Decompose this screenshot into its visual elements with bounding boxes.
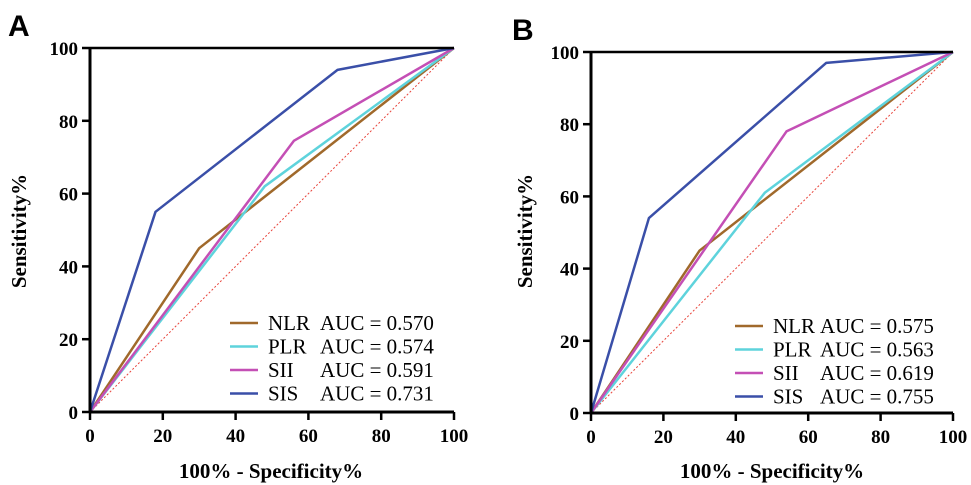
- series-line-sis: [589, 50, 954, 414]
- legend-name-sis: SIS: [773, 385, 803, 409]
- x-tick-label: 0: [85, 426, 95, 447]
- legend-auc-sis: AUC = 0.731: [320, 382, 434, 406]
- panel-a: A Sensitivity% 100% - Specificity% 0 20 40…: [7, 10, 468, 483]
- legend-auc-sii: AUC = 0.591: [320, 358, 434, 382]
- x-tick-label: 0: [586, 427, 596, 448]
- series-line-sii: [89, 46, 455, 413]
- legend-name-plr: PLR: [773, 338, 812, 362]
- panel-label-a: A: [8, 10, 30, 43]
- x-tick-label: 80: [372, 426, 391, 447]
- series-line-nlr: [88, 47, 455, 413]
- legend-auc-plr: AUC = 0.563: [820, 338, 934, 362]
- legend-name-sii: SII: [268, 358, 294, 382]
- legend-name-nlr: NLR: [773, 314, 815, 338]
- panel-b: B Sensitivity% 100% - Specificity% 0 20 40…: [512, 14, 967, 483]
- series-line-sis: [88, 46, 455, 413]
- legend-auc-sii: AUC = 0.619: [820, 361, 934, 385]
- x-axis-title: 100% - Specificity%: [680, 459, 864, 483]
- y-tick-label: 80: [59, 112, 78, 133]
- x-tick-label: 100: [939, 427, 968, 448]
- y-tick-label: 100: [50, 39, 79, 60]
- y-tick-label: 20: [59, 330, 78, 351]
- x-tick-label: 60: [799, 427, 818, 448]
- y-tick-label: 60: [560, 187, 579, 208]
- x-tick-label: 40: [226, 426, 245, 447]
- y-tick-label: 100: [551, 43, 580, 64]
- y-tick-label: 0: [570, 404, 580, 425]
- y-axis-title: Sensitivity%: [513, 174, 537, 288]
- panel-label-b: B: [512, 14, 534, 47]
- legend-name-nlr: NLR: [268, 311, 310, 335]
- series-line-plr: [590, 50, 954, 414]
- legend-name-plr: PLR: [268, 335, 307, 359]
- x-tick-label: 100: [440, 426, 469, 447]
- legend-name-sii: SII: [773, 361, 799, 385]
- x-tick-label: 60: [299, 426, 318, 447]
- x-axis-title: 100% - Specificity%: [179, 459, 363, 483]
- series-line-sii: [589, 50, 954, 414]
- y-tick-label: 80: [560, 115, 579, 136]
- x-tick-label: 40: [726, 427, 745, 448]
- x-tick-label: 20: [654, 427, 673, 448]
- legend-auc-nlr: AUC = 0.575: [820, 314, 934, 338]
- series-line-plr: [89, 46, 455, 413]
- y-tick-label: 40: [59, 257, 78, 278]
- y-tick-label: 60: [59, 185, 78, 206]
- legend-name-sis: SIS: [268, 382, 298, 406]
- reference-diagonal-line: [89, 47, 455, 413]
- x-tick-label: 20: [153, 426, 172, 447]
- y-tick-label: 0: [69, 403, 79, 424]
- y-tick-label: 40: [560, 260, 579, 281]
- legend-auc-plr: AUC = 0.574: [320, 335, 434, 359]
- y-tick-label: 20: [560, 332, 579, 353]
- legend-auc-nlr: AUC = 0.570: [320, 311, 434, 335]
- reference-diagonal-line: [590, 51, 954, 414]
- x-tick-label: 80: [871, 427, 890, 448]
- y-axis-title: Sensitivity%: [7, 174, 31, 288]
- legend-auc-sis: AUC = 0.755: [820, 385, 934, 409]
